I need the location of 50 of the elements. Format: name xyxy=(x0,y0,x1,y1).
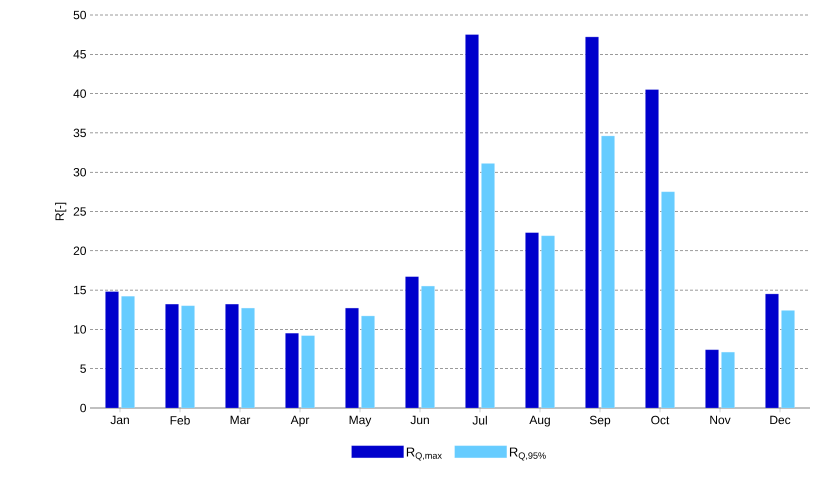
bar xyxy=(105,291,119,408)
bar xyxy=(121,296,135,408)
x-tick-label: Mar xyxy=(230,416,250,424)
bar xyxy=(765,294,779,408)
x-tick-label: Dec xyxy=(770,416,790,424)
x-tick-label: Aug xyxy=(529,416,550,427)
y-tick-label: 50 xyxy=(74,10,86,20)
y-tick-label: 35 xyxy=(74,128,86,138)
x-tick-label: Jul xyxy=(472,416,487,425)
bar xyxy=(781,310,795,408)
bar xyxy=(645,89,659,408)
y-tick-label: 0 xyxy=(80,404,86,412)
bar xyxy=(705,350,719,408)
x-tick-label: Jun xyxy=(410,416,429,424)
bar xyxy=(585,36,599,408)
bar xyxy=(405,276,419,408)
bar xyxy=(525,232,539,408)
x-tick-label: May xyxy=(350,416,372,427)
y-tick-label: 20 xyxy=(74,246,86,256)
x-tick-label: Jan xyxy=(110,416,129,424)
x-tick-label: Apr xyxy=(290,416,310,427)
bar xyxy=(421,286,435,408)
bar xyxy=(601,136,615,408)
y-tick-label: 30 xyxy=(74,168,86,176)
y-tick-label: 15 xyxy=(74,286,86,294)
bar xyxy=(165,304,179,408)
y-tick-label: 10 xyxy=(74,325,86,334)
bar xyxy=(661,192,675,408)
bar xyxy=(225,304,239,408)
bar xyxy=(181,306,195,408)
x-tick-label: Sep xyxy=(590,416,610,427)
legend-label: R$_{Q,95%}$ xyxy=(510,448,546,460)
bar xyxy=(241,308,255,408)
bar xyxy=(361,316,375,408)
bar xyxy=(541,236,555,408)
y-tick-label: 45 xyxy=(73,50,86,58)
y-tick-label: 40 xyxy=(73,89,86,98)
bar xyxy=(721,352,735,408)
bar xyxy=(301,335,315,408)
y-tick-label: 25 xyxy=(74,207,86,216)
y-axis-title: R[-] xyxy=(55,202,66,220)
legend-label: R$_{Q,max}$ xyxy=(406,448,442,460)
bar xyxy=(465,34,479,408)
x-tick-label: Nov xyxy=(710,416,731,424)
bar xyxy=(285,333,299,408)
bar xyxy=(481,163,495,408)
bar xyxy=(345,308,359,408)
x-tick-label: Feb xyxy=(170,416,190,425)
y-tick-label: 5 xyxy=(80,364,86,373)
x-tick-label: Oct xyxy=(651,416,670,424)
